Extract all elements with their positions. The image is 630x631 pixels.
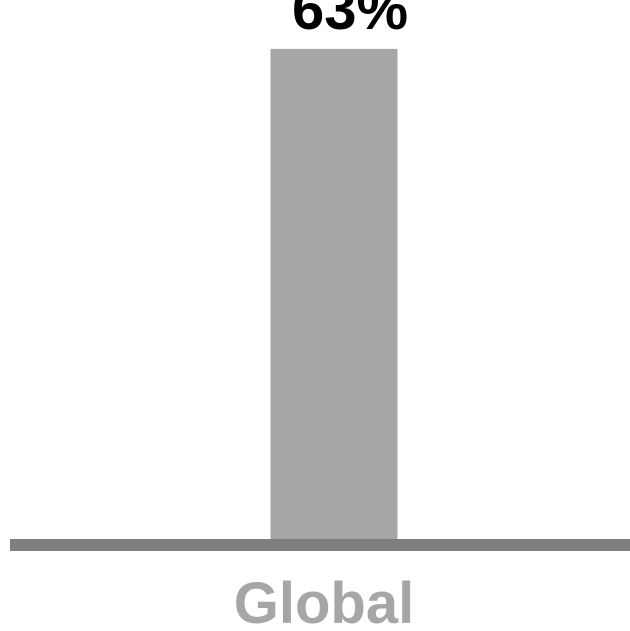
bar-global — [270, 48, 398, 539]
labels-layer: 63% Global — [234, 0, 414, 631]
bars-layer — [270, 48, 398, 539]
data-label: 63% — [292, 0, 408, 42]
category-label: Global — [234, 571, 414, 631]
